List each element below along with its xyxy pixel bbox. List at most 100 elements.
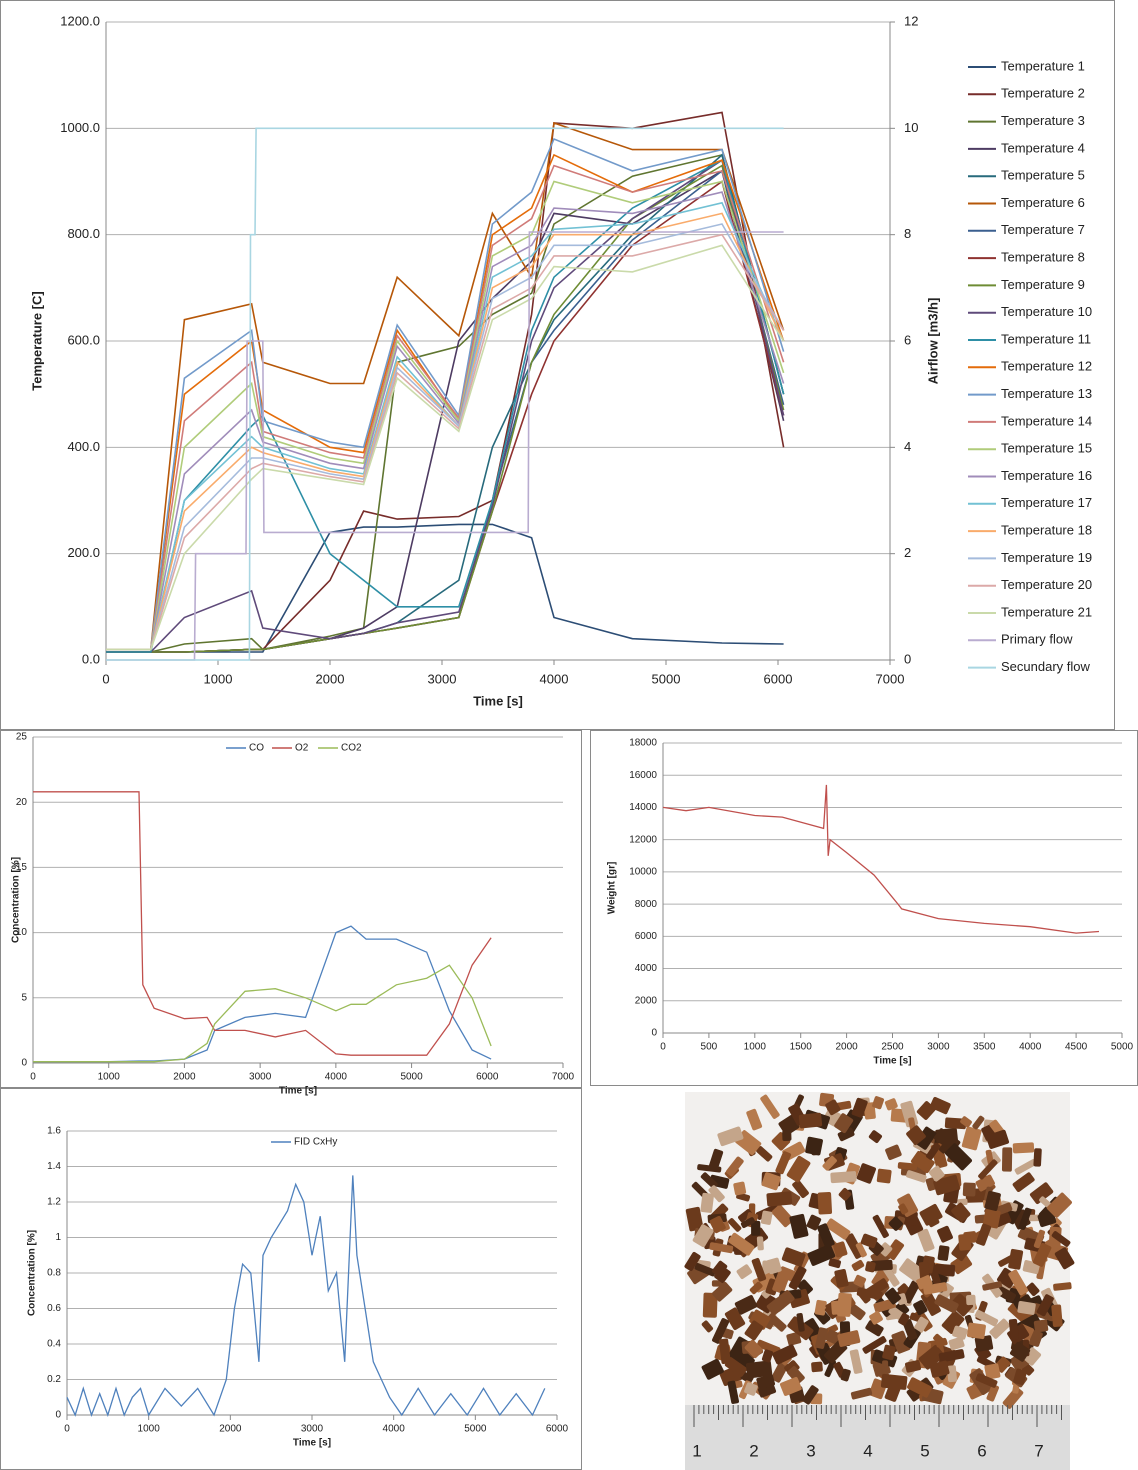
wood-chip: [733, 1181, 747, 1196]
wood-chip: [1014, 1159, 1037, 1175]
wood-chip: [849, 1349, 863, 1374]
legend-label: Temperature 13: [1001, 386, 1092, 401]
y-tick-label: 1.2: [47, 1197, 61, 1208]
x-tick-label: 7000: [552, 1072, 575, 1083]
wood-chip: [920, 1291, 941, 1316]
wood-chip: [833, 1241, 848, 1258]
wood-chip: [786, 1155, 811, 1183]
wood-chip: [904, 1360, 922, 1373]
wood-chip: [756, 1146, 773, 1162]
wood-chip: [865, 1261, 876, 1273]
wood-chip: [781, 1247, 806, 1267]
wood-chip: [807, 1244, 836, 1266]
wood-chip: [1010, 1342, 1031, 1362]
wood-chip: [1008, 1318, 1019, 1340]
legend-label: Temperature 2: [1001, 86, 1085, 101]
wood-chip: [746, 1108, 763, 1131]
wood-chip: [814, 1299, 827, 1316]
x-tick-label: 5000: [652, 671, 681, 686]
wood-chip: [1012, 1172, 1035, 1192]
x-tick-label: 0: [660, 1042, 666, 1053]
wood-chip: [934, 1263, 956, 1277]
y-tick-label: 25: [16, 732, 28, 743]
wood-chip: [984, 1190, 1001, 1211]
legend-label: CO: [249, 743, 264, 754]
legend-label: Temperature 14: [1001, 413, 1092, 428]
wood-chip: [837, 1330, 861, 1347]
wood-chip: [1051, 1304, 1063, 1327]
wood-chip: [1051, 1231, 1071, 1247]
wood-chip: [817, 1223, 835, 1248]
wood-chip: [761, 1349, 774, 1363]
wood-chip: [708, 1148, 724, 1172]
wood-chip: [925, 1177, 937, 1191]
x-tick-label: 6000: [476, 1072, 499, 1083]
x-tick-label: 0: [64, 1424, 70, 1435]
legend-label: Secundary flow: [1001, 659, 1090, 674]
wood-chip: [831, 1300, 847, 1315]
series-line: [33, 925, 492, 1063]
wood-chip: [918, 1261, 930, 1280]
series-line: [106, 164, 785, 651]
series-line: [106, 523, 784, 653]
wood-chip: [761, 1172, 781, 1191]
wood-chip: [978, 1159, 998, 1180]
chart-frame: [0, 730, 582, 1088]
wood-chip: [789, 1213, 809, 1239]
wood-chip: [740, 1371, 754, 1384]
wood-chip: [728, 1232, 755, 1256]
wood-chip: [962, 1182, 976, 1197]
x-tick-label: 4500: [1065, 1042, 1088, 1053]
ruler-label: 6: [977, 1441, 986, 1460]
wood-chip: [797, 1279, 813, 1296]
series-line: [106, 121, 785, 651]
wood-chip: [771, 1290, 795, 1312]
x-tick-label: 1500: [790, 1042, 813, 1053]
series-line: [106, 231, 784, 661]
y2-tick-label: 12: [904, 13, 918, 28]
wood-chip: [909, 1312, 922, 1322]
wood-chip: [1012, 1142, 1035, 1154]
wood-chip: [728, 1218, 742, 1232]
x-axis-label: Time [s]: [473, 693, 523, 708]
wood-chip: [718, 1338, 731, 1365]
wood-chip: [928, 1165, 945, 1182]
wood-chip: [870, 1259, 893, 1272]
wood-chip: [798, 1112, 823, 1129]
ruler-label: 1: [692, 1441, 701, 1460]
wood-chip: [966, 1294, 976, 1306]
series-line: [106, 153, 785, 651]
wood-chip: [910, 1151, 935, 1174]
wood-chip: [802, 1385, 819, 1405]
y-tick-label: 10000: [629, 867, 657, 878]
y2-axis-label: Airflow [m3/h]: [925, 298, 940, 385]
wood-chip: [984, 1363, 1001, 1380]
wood-chip: [913, 1316, 929, 1333]
legend-label: Temperature 3: [1001, 113, 1085, 128]
wood-chip: [975, 1373, 998, 1388]
wood-chip: [1054, 1247, 1075, 1270]
series-line: [106, 158, 785, 653]
wood-chip: [915, 1126, 937, 1150]
wood-chip: [906, 1170, 927, 1183]
series-line: [106, 180, 785, 651]
wood-chip: [1001, 1147, 1013, 1172]
wood-chip: [899, 1258, 926, 1284]
wood-chip: [771, 1360, 789, 1383]
wood-chip: [986, 1384, 999, 1402]
wood-chip: [744, 1382, 758, 1396]
legend-label: Temperature 17: [1001, 495, 1092, 510]
x-tick-label: 2500: [881, 1042, 904, 1053]
wood-chip: [717, 1126, 744, 1147]
y-tick-label: 0.4: [47, 1339, 61, 1350]
wood-chip: [974, 1335, 994, 1352]
legend-label: Temperature 12: [1001, 359, 1092, 374]
wood-chip: [724, 1307, 746, 1331]
y-axis-label: Temperature [C]: [29, 291, 44, 390]
y-tick-label: 0: [651, 1028, 657, 1039]
wood-chip: [709, 1242, 734, 1254]
chart-frame: [0, 0, 1115, 730]
wood-chip: [850, 1387, 873, 1400]
x-axis-label: Time [s]: [293, 1438, 331, 1449]
x-tick-label: 3000: [927, 1042, 950, 1053]
